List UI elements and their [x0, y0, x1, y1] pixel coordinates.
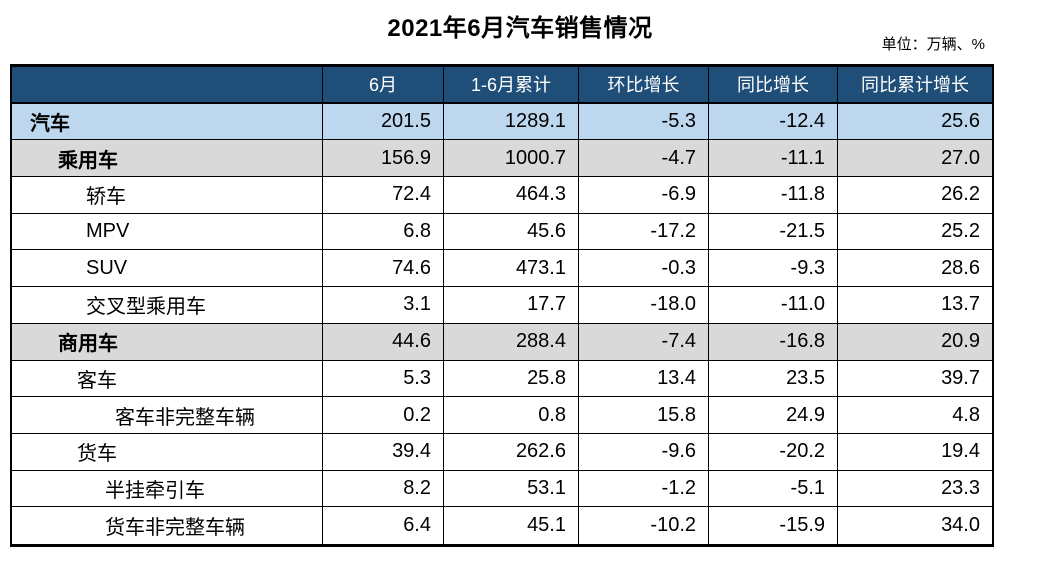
row-label: 交叉型乘用车 — [86, 296, 206, 319]
value-cell: 288.4 — [443, 323, 578, 360]
value-cell: 1289.1 — [443, 103, 578, 140]
row-label: MPV — [86, 220, 130, 243]
table-row: 汽车 201.5 1289.1 -5.3 -12.4 25.6 — [12, 103, 992, 141]
table-row: 半挂牵引车 8.2 53.1 -1.2 -5.1 23.3 — [12, 470, 992, 508]
value-cell: 8.2 — [322, 470, 443, 507]
value-cell: -11.1 — [708, 140, 837, 177]
value-cell: -20.2 — [708, 433, 837, 470]
value-cell: 156.9 — [322, 140, 443, 177]
value-cell: 0.2 — [322, 397, 443, 433]
value-cell: -4.7 — [578, 140, 708, 177]
value-cell: -5.3 — [578, 103, 708, 140]
value-cell: 201.5 — [322, 103, 443, 140]
value-cell: 5.3 — [322, 360, 443, 397]
value-cell: 23.3 — [837, 470, 992, 507]
value-cell: 39.7 — [837, 360, 992, 397]
value-cell: 34.0 — [837, 507, 992, 544]
value-cell: -15.9 — [708, 507, 837, 544]
table-row: 乘用车 156.9 1000.7 -4.7 -11.1 27.0 — [12, 140, 992, 178]
row-label: 客车非完整车辆 — [115, 406, 255, 429]
value-cell: -21.5 — [708, 213, 837, 250]
header-cell-yoy-growth: 同比增长 — [708, 67, 837, 102]
header-cell-mom-growth: 环比增长 — [578, 67, 708, 102]
value-cell: 15.8 — [578, 397, 708, 433]
value-cell: -18.0 — [578, 287, 708, 323]
unit-note: 单位：万辆、% — [881, 36, 985, 53]
value-cell: 45.1 — [443, 507, 578, 544]
row-label: SUV — [86, 256, 128, 279]
row-label: 轿车 — [86, 186, 126, 209]
value-cell: -9.3 — [708, 250, 837, 287]
row-label: 汽车 — [30, 113, 70, 136]
value-cell: -12.4 — [708, 103, 837, 140]
row-label: 货车 — [77, 443, 117, 466]
value-cell: 53.1 — [443, 470, 578, 507]
value-cell: 0.8 — [443, 397, 578, 433]
value-cell: -10.2 — [578, 507, 708, 544]
value-cell: -9.6 — [578, 433, 708, 470]
value-cell: -11.8 — [708, 177, 837, 213]
table-row: 货车非完整车辆 6.4 45.1 -10.2 -15.9 34.0 — [12, 507, 992, 544]
value-cell: 4.8 — [837, 397, 992, 433]
header-cell-category — [12, 67, 322, 102]
value-cell: 3.1 — [322, 287, 443, 323]
value-cell: 25.2 — [837, 213, 992, 250]
value-cell: 23.5 — [708, 360, 837, 397]
value-cell: 20.9 — [837, 323, 992, 360]
table-row: SUV 74.6 473.1 -0.3 -9.3 28.6 — [12, 250, 992, 288]
row-label: 半挂牵引车 — [105, 479, 205, 502]
value-cell: 28.6 — [837, 250, 992, 287]
table-row: 货车 39.4 262.6 -9.6 -20.2 19.4 — [12, 433, 992, 471]
value-cell: -0.3 — [578, 250, 708, 287]
table-row: MPV 6.8 45.6 -17.2 -21.5 25.2 — [12, 213, 992, 251]
header-cell-yoy-cumulative-growth: 同比累计增长 — [837, 67, 992, 102]
table-row: 客车非完整车辆 0.2 0.8 15.8 24.9 4.8 — [12, 397, 992, 434]
value-cell: 44.6 — [322, 323, 443, 360]
value-cell: -5.1 — [708, 470, 837, 507]
value-cell: 45.6 — [443, 213, 578, 250]
value-cell: 6.8 — [322, 213, 443, 250]
value-cell: 25.8 — [443, 360, 578, 397]
value-cell: 27.0 — [837, 140, 992, 177]
value-cell: 26.2 — [837, 177, 992, 213]
table-row: 轿车 72.4 464.3 -6.9 -11.8 26.2 — [12, 177, 992, 214]
row-label: 商用车 — [58, 333, 118, 356]
row-label: 乘用车 — [58, 149, 118, 172]
value-cell: -1.2 — [578, 470, 708, 507]
header-cell-june: 6月 — [322, 67, 443, 102]
value-cell: 473.1 — [443, 250, 578, 287]
row-label: 货车非完整车辆 — [105, 517, 245, 540]
table-row: 交叉型乘用车 3.1 17.7 -18.0 -11.0 13.7 — [12, 287, 992, 324]
value-cell: 72.4 — [322, 177, 443, 213]
value-cell: 39.4 — [322, 433, 443, 470]
table-row: 商用车 44.6 288.4 -7.4 -16.8 20.9 — [12, 323, 992, 361]
row-label: 客车 — [77, 369, 117, 392]
value-cell: -6.9 — [578, 177, 708, 213]
value-cell: 1000.7 — [443, 140, 578, 177]
value-cell: 74.6 — [322, 250, 443, 287]
value-cell: 13.7 — [837, 287, 992, 323]
sales-table: 6月 1-6月累计 环比增长 同比增长 同比累计增长 汽车 201.5 1289… — [10, 64, 994, 547]
value-cell: 13.4 — [578, 360, 708, 397]
value-cell: -17.2 — [578, 213, 708, 250]
value-cell: -16.8 — [708, 323, 837, 360]
value-cell: 19.4 — [837, 433, 992, 470]
value-cell: -7.4 — [578, 323, 708, 360]
value-cell: -11.0 — [708, 287, 837, 323]
value-cell: 25.6 — [837, 103, 992, 140]
page-title: 2021年6月汽车销售情况 — [387, 15, 653, 42]
value-cell: 6.4 — [322, 507, 443, 544]
value-cell: 24.9 — [708, 397, 837, 433]
table-row: 客车 5.3 25.8 13.4 23.5 39.7 — [12, 360, 992, 398]
value-cell: 17.7 — [443, 287, 578, 323]
value-cell: 464.3 — [443, 177, 578, 213]
header-cell-jan-june-cumulative: 1-6月累计 — [443, 67, 578, 102]
table-header-row: 6月 1-6月累计 环比增长 同比增长 同比累计增长 — [12, 67, 992, 104]
value-cell: 262.6 — [443, 433, 578, 470]
